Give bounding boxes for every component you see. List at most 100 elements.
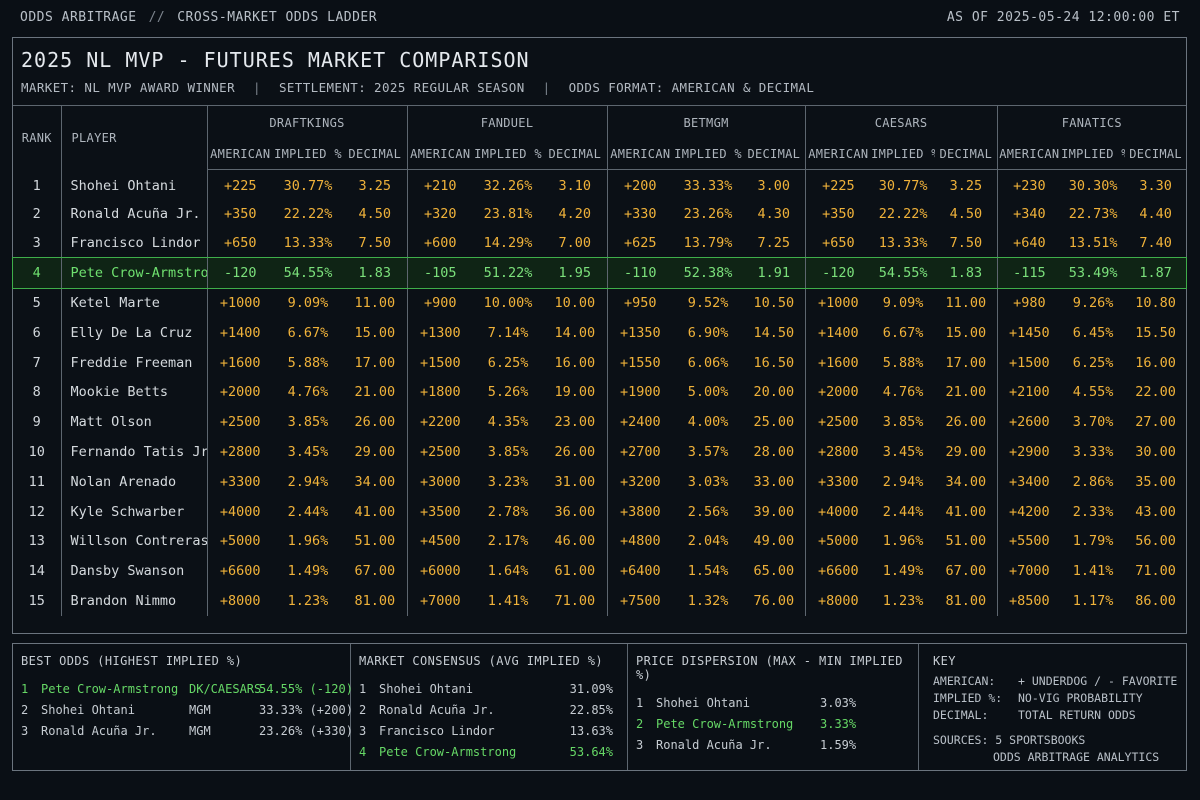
- fan-american-cell: +7000: [996, 556, 1062, 587]
- dk-implied-cell: 2.94%: [287, 473, 329, 490]
- dk-american-cell: +1000: [206, 288, 273, 318]
- mgm-decimal-cell: 20.00: [753, 384, 795, 401]
- czr-implied-cell: 30.77%: [878, 178, 928, 195]
- rank-cell: 6: [13, 317, 62, 348]
- table-row: 15 Brandon Nimmo +8000 1.23% 81.00 +7000 1.41%…: [13, 586, 1186, 616]
- mgm-implied-cell: 1.54%: [687, 563, 729, 580]
- fd-implied-cell: 6.25%: [487, 354, 529, 371]
- subheader-decimal: DECIMAL: [743, 140, 806, 170]
- player-cell: Dansby Swanson: [61, 556, 208, 587]
- fd-american-cell: +6000: [406, 556, 474, 587]
- meta-separator: |: [253, 80, 261, 95]
- fan-american-cell: +2900: [996, 437, 1062, 467]
- fan-american-cell: +2100: [996, 377, 1062, 408]
- czr-american-cell: +2000: [804, 377, 872, 408]
- czr-decimal-cell: 15.00: [945, 324, 987, 341]
- mgm-decimal-cell: 28.00: [753, 444, 795, 461]
- czr-implied-cell: 2.94%: [882, 473, 924, 490]
- fd-implied-cell: 2.17%: [487, 533, 529, 550]
- czr-american-cell: +1600: [804, 347, 872, 378]
- best_odds-row: 3 Ronald Acuña Jr. MGM 23.26% (+330): [21, 720, 353, 741]
- dk-american-cell: +1400: [206, 317, 273, 348]
- subheader-american: AMERICAN: [996, 140, 1062, 170]
- fd-decimal-cell: 19.00: [554, 384, 596, 401]
- fd-implied-cell: 10.00%: [483, 295, 533, 312]
- best_odds-value: 33.33% (+200): [259, 702, 353, 717]
- mgm-implied-cell: 2.04%: [687, 533, 729, 550]
- subheader-implied: IMPLIED %: [473, 140, 544, 170]
- subheader-decimal: DECIMAL: [343, 140, 408, 170]
- fan-implied-cell: 1.17%: [1072, 593, 1114, 610]
- dk-decimal-cell: 17.00: [354, 354, 396, 371]
- key-text: + UNDERDOG / - FAVORITE: [1018, 674, 1178, 688]
- czr-american-cell: +3300: [804, 466, 872, 497]
- best_odds-row: 1 Pete Crow-Armstrong DK/CAESARS 54.55% (-1…: [21, 678, 353, 699]
- table-row: 5 Ketel Marte +1000 9.09% 11.00 +900 10.00% 10.…: [13, 288, 1186, 318]
- as-of-timestamp: AS OF 2025-05-24 12:00:00 ET: [946, 9, 1180, 25]
- fd-american-cell: +210: [406, 169, 474, 199]
- fan-implied-cell: 53.49%: [1061, 258, 1126, 289]
- mgm-implied-cell: 33.33%: [683, 178, 733, 195]
- mgm-decimal-cell: 33.00: [753, 473, 795, 490]
- dk-decimal-cell: 29.00: [354, 444, 396, 461]
- rank-cell: 7: [13, 347, 62, 378]
- fd-american-cell: +900: [406, 288, 474, 318]
- dk-american-cell: +4000: [206, 496, 273, 527]
- mgm-implied-cell: 9.52%: [687, 295, 729, 312]
- best_odds-book: DK/CAESARS: [189, 681, 262, 696]
- table-row: 14 Dansby Swanson +6600 1.49% 67.00 +6000 1.64…: [13, 556, 1186, 587]
- czr-decimal-cell: 7.50: [949, 235, 983, 252]
- key-implied: IMPLIED %: NO-VIG PROBABILITY: [933, 691, 1178, 708]
- czr-decimal-cell: 1.83: [935, 258, 998, 289]
- fd-implied-cell: 23.81%: [483, 205, 533, 222]
- player-header: PLAYER: [61, 106, 208, 169]
- czr-implied-cell: 6.67%: [882, 324, 924, 341]
- fd-implied-cell: 1.41%: [487, 593, 529, 610]
- dk-decimal-cell: 41.00: [354, 503, 396, 520]
- key-american: AMERICAN: + UNDERDOG / - FAVORITE: [933, 674, 1178, 691]
- rank-cell: 5: [13, 288, 62, 318]
- rank-cell: 10: [13, 437, 62, 467]
- dk-american-cell: -120: [206, 258, 273, 289]
- book-header-fanduel: FANDUEL: [406, 106, 608, 140]
- czr-american-cell: +650: [804, 228, 872, 259]
- fan-american-cell: +2600: [996, 407, 1062, 438]
- fan-decimal-cell: 35.00: [1135, 473, 1176, 490]
- player-cell: Elly De La Cruz: [61, 317, 208, 348]
- fd-implied-cell: 1.64%: [487, 563, 529, 580]
- czr-decimal-cell: 11.00: [945, 295, 987, 312]
- mgm-decimal-cell: 39.00: [753, 503, 795, 520]
- czr-decimal-cell: 67.00: [945, 563, 987, 580]
- mgm-american-cell: +2700: [606, 437, 674, 467]
- rank-cell: 9: [13, 407, 62, 438]
- fd-implied-cell: 4.35%: [487, 414, 529, 431]
- fd-decimal-cell: 16.00: [554, 354, 596, 371]
- best_odds-player: Ronald Acuña Jr.: [41, 723, 157, 738]
- player-cell: Kyle Schwarber: [61, 496, 208, 527]
- dispersion-rank: 2: [636, 716, 644, 731]
- czr-implied-cell: 1.49%: [882, 563, 924, 580]
- mgm-american-cell: +6400: [606, 556, 674, 587]
- fd-decimal-cell: 61.00: [554, 563, 596, 580]
- dk-decimal-cell: 81.00: [354, 593, 396, 610]
- mgm-decimal-cell: 25.00: [753, 414, 795, 431]
- dk-decimal-cell: 3.25: [358, 178, 392, 195]
- dispersion-rank: 1: [636, 695, 644, 710]
- dk-american-cell: +2800: [206, 437, 273, 467]
- dispersion-panel: PRICE DISPERSION (MAX - MIN IMPLIED %) 1…: [628, 644, 919, 770]
- subheader-implied: IMPLIED %: [673, 140, 744, 170]
- fan-decimal-cell: 30.00: [1135, 444, 1176, 461]
- player-cell: Pete Crow-Armstrong: [61, 258, 208, 289]
- dispersion-row: 1 Shohei Ohtani 3.03%: [636, 692, 910, 713]
- czr-american-cell: +5000: [804, 526, 872, 557]
- subheader-implied: IMPLIED %: [273, 140, 343, 170]
- czr-decimal-cell: 17.00: [945, 354, 987, 371]
- mgm-decimal-cell: 7.25: [757, 235, 791, 252]
- dk-decimal-cell: 34.00: [354, 473, 396, 490]
- table-row: 7 Freddie Freeman +1600 5.88% 17.00 +1500 6.25…: [13, 347, 1186, 378]
- mgm-american-cell: +3200: [606, 466, 674, 497]
- dispersion-rank: 3: [636, 737, 644, 752]
- sources-note: SOURCES: 5 SPORTSBOOKS: [933, 733, 1086, 747]
- fan-implied-cell: 4.55%: [1072, 384, 1114, 401]
- consensus-rank: 2: [359, 702, 367, 717]
